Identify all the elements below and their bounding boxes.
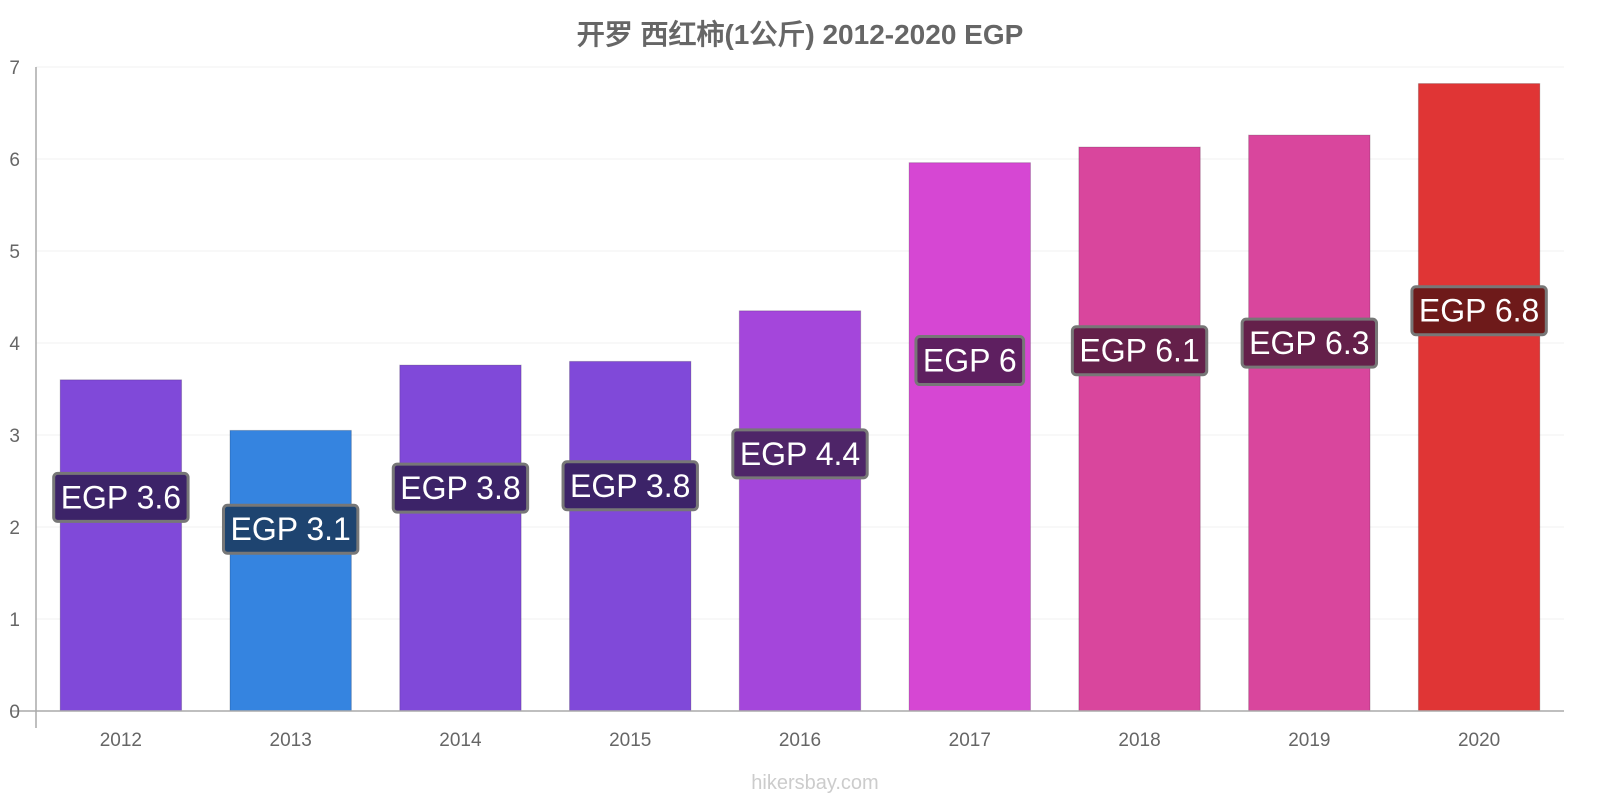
- data-label-background: [391, 462, 530, 514]
- x-tick-label: 2015: [609, 730, 651, 751]
- bar-2014: [399, 364, 522, 712]
- data-label-2020: EGP 6.8: [1410, 285, 1548, 337]
- y-tick-label: 2: [9, 518, 20, 539]
- x-tick-label: 2017: [949, 730, 991, 751]
- data-label-2012: EGP 3.6: [52, 471, 190, 523]
- bar-2018: [1078, 146, 1201, 712]
- data-label-2016: EGP 4.4: [731, 428, 869, 480]
- data-label-2013: EGP 3.1: [221, 503, 360, 555]
- x-tick-label: 2013: [270, 730, 312, 751]
- data-label-2018: EGP 6.1: [1070, 325, 1209, 377]
- data-label-text: EGP 3.1: [230, 511, 350, 547]
- bar-2017: [908, 162, 1031, 712]
- data-label-background: [914, 335, 1026, 387]
- chart-title: 开罗 西红柿(1公斤) 2012-2020 EGP: [577, 18, 1024, 50]
- bar-2019: [1248, 134, 1371, 712]
- x-axis-ticks: 2012 2013 2014 2015 2016 2017 2018 2019 2020: [100, 730, 1501, 751]
- data-label-text: EGP 6.8: [1419, 293, 1539, 329]
- data-label-background: [1240, 317, 1379, 369]
- data-label-background: [561, 460, 699, 512]
- bar-2016: [738, 310, 862, 712]
- data-label-text: EGP 6.3: [1249, 325, 1369, 361]
- bar-2020: [1417, 83, 1541, 712]
- bar-2012: [59, 379, 183, 712]
- bar-2015: [569, 360, 692, 712]
- x-tick-label: 2019: [1288, 730, 1330, 751]
- data-labels: EGP 3.6 EGP 3.1 EGP 3.8 EGP 3.8 EGP 4.4 EGP 6…: [52, 285, 1548, 555]
- y-tick-label: 1: [9, 610, 20, 631]
- data-label-text: EGP 3.8: [570, 468, 690, 504]
- data-label-background: [52, 471, 190, 523]
- x-tick-label: 2020: [1458, 730, 1500, 751]
- data-label-2017: EGP 6: [914, 335, 1026, 387]
- data-label-background: [1070, 325, 1209, 377]
- data-label-text: EGP 4.4: [740, 436, 860, 472]
- y-tick-label: 7: [9, 58, 20, 79]
- data-label-text: EGP 3.6: [61, 479, 181, 515]
- x-tick-label: 2016: [779, 730, 821, 751]
- data-label-background: [221, 503, 360, 555]
- data-label-2015: EGP 3.8: [561, 460, 699, 512]
- y-tick-label: 0: [9, 702, 20, 723]
- axes: [10, 67, 1564, 728]
- credit-text: hikersbay.com: [751, 772, 878, 794]
- x-tick-label: 2018: [1118, 730, 1160, 751]
- y-tick-label: 6: [9, 150, 20, 171]
- data-label-2014: EGP 3.8: [391, 462, 530, 514]
- y-axis-ticks: 0 1 2 3 4 5 6 7: [9, 58, 20, 723]
- bars: [59, 83, 1541, 712]
- y-tick-label: 5: [9, 242, 20, 263]
- data-label-text: EGP 6: [923, 343, 1017, 379]
- data-label-background: [731, 428, 869, 480]
- x-tick-label: 2014: [439, 730, 482, 751]
- data-label-text: EGP 3.8: [400, 470, 520, 506]
- y-tick-label: 4: [9, 334, 20, 355]
- x-tick-label: 2012: [100, 730, 142, 751]
- bar-2013: [229, 429, 352, 712]
- data-label-background: [1410, 285, 1548, 337]
- data-label-text: EGP 6.1: [1079, 333, 1199, 369]
- y-tick-label: 3: [9, 426, 20, 447]
- data-label-2019: EGP 6.3: [1240, 317, 1379, 369]
